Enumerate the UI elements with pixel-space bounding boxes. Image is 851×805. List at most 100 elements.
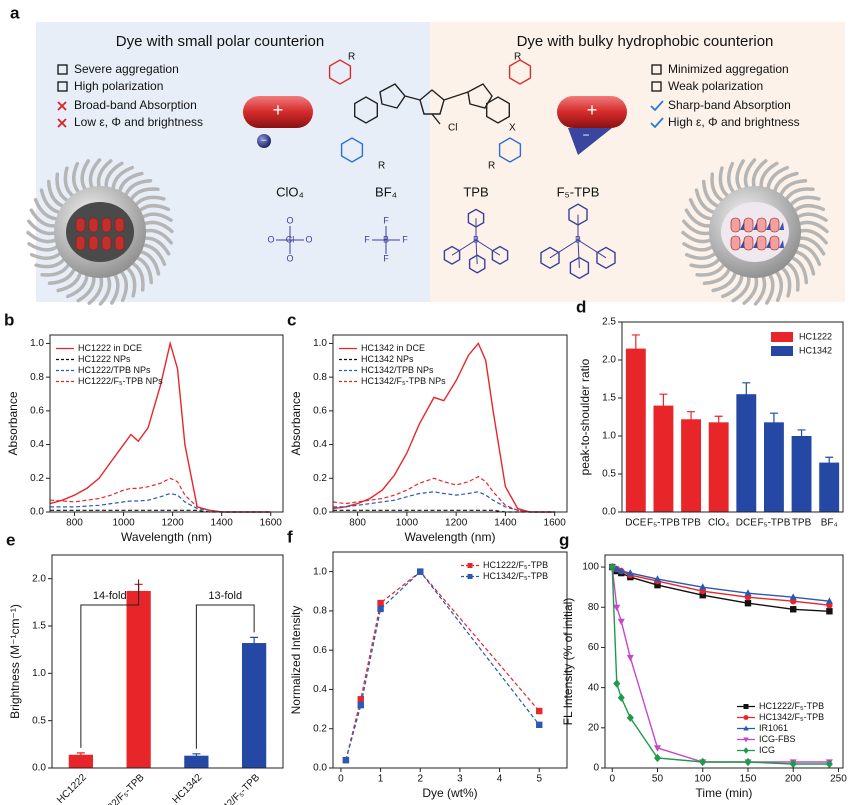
x-axis-label: Time (min) (696, 786, 753, 800)
y-tick-label: 2.0 (602, 355, 616, 366)
series-line (611, 566, 830, 602)
bond (549, 239, 579, 259)
marker (626, 654, 634, 662)
ring (340, 137, 364, 163)
y-tick-label: 1.0 (313, 566, 327, 577)
core (66, 202, 134, 262)
marker (613, 565, 621, 572)
error-bar (659, 393, 668, 418)
legend-label: IR1061 (759, 723, 788, 733)
y-tick-label: 0.4 (313, 684, 327, 695)
marker (377, 599, 384, 607)
ring (354, 96, 378, 124)
y-tick-label: 1.0 (313, 338, 327, 349)
x-tick-label: F₅-TPB (757, 518, 790, 529)
x-tick-label: TPB (792, 518, 812, 529)
marker (699, 591, 706, 599)
charge: − (261, 136, 267, 147)
bar (708, 422, 729, 512)
x-tick-label: 1400 (211, 518, 234, 529)
legend-label: HC1222/F₅-TPB NPs (78, 376, 163, 386)
atom: O (305, 234, 312, 244)
legend-label: ICG-FBS (759, 734, 796, 744)
panel-label: c (287, 310, 296, 329)
y-tick-label: 0.4 (313, 439, 327, 450)
panel-label: b (4, 310, 14, 329)
right-item: Minimized aggregation (668, 62, 789, 76)
x-tick-label: 5 (536, 774, 542, 785)
x-tick-label: 150 (740, 774, 757, 785)
error-bar (631, 334, 640, 363)
dye-rod (88, 217, 99, 233)
y-tick-label: 0.4 (30, 439, 44, 450)
check-marks (650, 100, 664, 129)
atom: F (402, 234, 408, 244)
y-tick-label: 1.0 (602, 431, 616, 442)
checkbox (57, 64, 68, 75)
y-tick-label: 40 (588, 682, 600, 693)
y-tick-label: 2.5 (602, 317, 616, 328)
dye-rod (101, 235, 112, 251)
dye-rod (114, 235, 125, 251)
marker (743, 737, 749, 743)
y-tick-label: 0.0 (32, 763, 46, 774)
bond (451, 239, 477, 256)
x-tick-label: 3 (457, 774, 463, 785)
marker (357, 696, 364, 703)
ring (379, 83, 406, 109)
x-tick-label: HC1342 (171, 772, 205, 805)
error-bar (714, 415, 723, 429)
checkbox (651, 81, 662, 92)
x-tick-label: HC1222/F₅-TPB (88, 772, 147, 805)
y-tick-label: 2.0 (32, 573, 46, 584)
y-tick-label: 0.8 (30, 372, 44, 383)
x-tick-label: 1200 (162, 518, 185, 529)
marker (617, 567, 625, 574)
dye-rod (743, 235, 754, 251)
error-bar (825, 456, 834, 469)
plot-frame (49, 334, 284, 513)
dye-rod (101, 217, 112, 233)
y-tick-label: 0.8 (313, 372, 327, 383)
marker (743, 725, 749, 731)
y-tick-label: 0.5 (602, 469, 616, 480)
y-tick-label: 0.2 (30, 473, 44, 484)
y-axis-label: peak-to-shoulder ratio (578, 358, 592, 475)
marker (789, 759, 797, 769)
y-tick-label: 0.2 (313, 473, 327, 484)
panel-label: f (287, 527, 293, 546)
charge: − (582, 128, 589, 142)
marker (467, 574, 473, 579)
series-line (345, 570, 540, 761)
marker (613, 604, 621, 612)
counterion-label: TPB (463, 184, 488, 199)
legend-label: HC1342/F₅-TPB (483, 571, 548, 581)
atom: B (383, 234, 389, 244)
y-tick-label: 20 (588, 722, 600, 733)
atom: Cl (448, 123, 457, 134)
y-axis-label: Normalized Intensity (289, 606, 303, 715)
legend-label: HC1342 NPs (361, 354, 414, 364)
legend-label: HC1222/F₅-TPB (759, 701, 824, 711)
anion (779, 222, 784, 230)
anion-bonds (276, 226, 400, 254)
bulky-anion (568, 128, 612, 155)
dye-rod (88, 235, 99, 251)
right-item: Weak polarization (668, 79, 763, 93)
x-tick-label: DCE (625, 518, 646, 529)
legend-label: HC1342/F₅-TPB NPs (361, 376, 446, 386)
atom: R (488, 161, 495, 172)
x-tick-label: 100 (694, 774, 711, 785)
marker (743, 704, 749, 709)
bar (653, 405, 674, 512)
bar (68, 754, 94, 768)
ring (328, 59, 352, 85)
error-bar (76, 752, 85, 758)
marker (617, 693, 625, 702)
ring (486, 96, 510, 124)
marker (744, 589, 752, 596)
marker (342, 756, 350, 764)
legend-label: HC1222 (799, 331, 832, 341)
x-axis-label: Wavelength (nm) (121, 530, 212, 544)
